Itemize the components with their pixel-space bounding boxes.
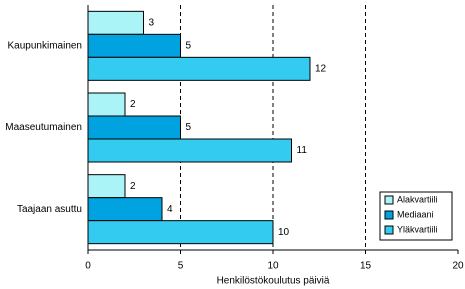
legend-swatch	[384, 195, 394, 205]
x-tick-label: 15	[360, 261, 372, 272]
data-label: 11	[297, 145, 308, 156]
y-tick-label: Taajaan asuttu	[17, 204, 82, 215]
bar	[87, 56, 311, 81]
y-tick-label: Kaupunkimainen	[8, 40, 83, 51]
legend-swatch	[384, 210, 394, 220]
bar	[87, 220, 274, 245]
legend-label: Yläkvartiili	[397, 224, 438, 234]
data-label: 10	[278, 227, 290, 238]
data-label: 2	[130, 181, 136, 192]
data-label: 5	[186, 40, 192, 51]
bar	[87, 174, 126, 199]
data-label: 2	[130, 99, 136, 110]
legend-label: Alakvartiili	[397, 194, 438, 204]
x-tick-label: 20	[452, 261, 464, 272]
bar	[87, 10, 144, 35]
x-tick-label: 10	[267, 261, 279, 272]
bar	[87, 33, 181, 58]
bar	[87, 197, 163, 222]
bar	[87, 115, 181, 140]
legend-label: Mediaani	[397, 209, 434, 219]
y-tick-label: Maaseutumainen	[5, 122, 82, 133]
data-label: 3	[149, 17, 155, 28]
x-tick-label: 5	[178, 261, 184, 272]
x-tick-label: 0	[85, 261, 91, 272]
bar	[87, 92, 126, 117]
data-label: 5	[186, 122, 192, 133]
legend-swatch	[384, 225, 394, 235]
data-label: 12	[315, 63, 327, 74]
x-axis-title: Henkilöstökoulutus päiviä	[217, 276, 330, 287]
bar	[87, 138, 292, 163]
data-label: 4	[167, 204, 173, 215]
